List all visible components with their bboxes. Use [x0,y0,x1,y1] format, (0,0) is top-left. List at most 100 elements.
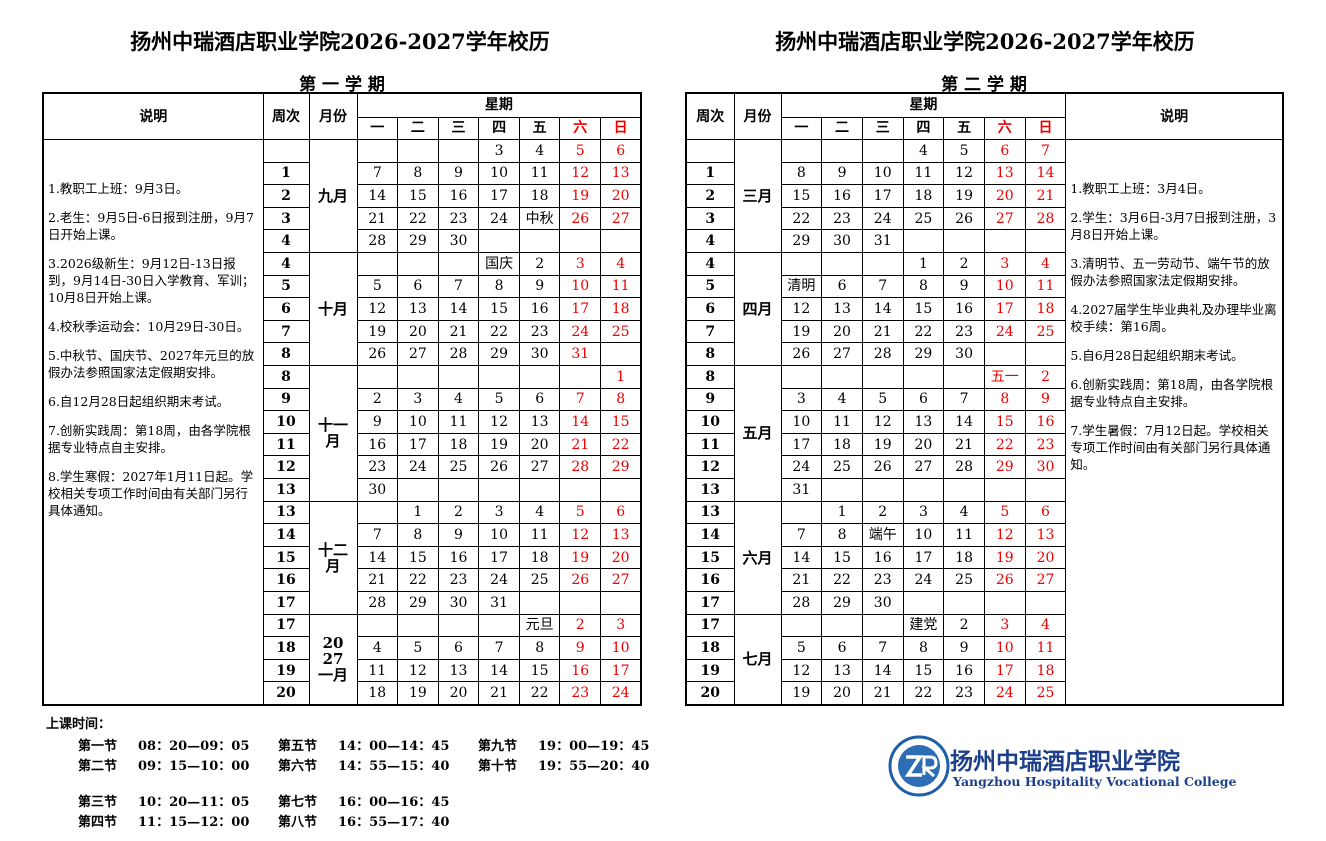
day-cell: 6 [437,636,480,660]
day-cell: 8 [600,387,642,412]
note: 6.创新实践周：第18周，由各学院根据专业特点自主安排。 [1070,377,1274,410]
month-cell: 七月 [733,613,782,706]
day-cell [518,590,561,615]
month-cell: 三月 [733,139,782,254]
logo-emblem [888,735,950,797]
day-cell: 26 [559,206,602,231]
day-cell: 4 [1024,613,1067,638]
day-cell: 18 [1024,297,1067,321]
week-number: 1 [685,161,735,186]
period-time: 14：55—15：40 [338,759,450,774]
day-cell [559,478,602,502]
day-cell: 25 [1024,681,1067,706]
week-number: 7 [262,319,310,344]
day-cell: 1 [600,365,642,389]
day-cell: 6 [902,387,945,412]
day-cell [600,229,642,254]
day-cell: 14 [861,658,904,683]
day-cell: 19 [356,319,399,344]
week-row: 15 14 15 16 17 18 19 20 [685,545,1283,570]
day-cell: 21 [356,568,399,592]
day-cell: 10 [983,636,1026,660]
day-cell: 11 [518,161,561,186]
day-cell: 21 [1024,184,1067,208]
day-cell: 国庆 [478,252,520,276]
day-cell [397,478,439,502]
note: 1.教职工上班：3月4日。 [1070,181,1211,197]
day-cell [943,590,985,615]
week-number: 16 [685,568,735,592]
day-cell [821,139,863,163]
day-cell: 17 [600,658,642,683]
period-time: 16：55—17：40 [338,815,450,830]
day-cell: 15 [983,410,1026,434]
day-cell [983,342,1026,367]
day-cell [821,252,863,276]
period-time: 19：55—20：40 [538,759,650,774]
week-row: 13 30 [43,478,642,502]
month-label: 三月 [742,187,773,206]
day-cell [861,139,904,163]
day-cell: 6 [821,274,863,299]
day-cell: 12 [861,410,904,434]
day-cell [356,500,399,525]
day-cell: 24 [861,206,904,231]
day-cell: 10 [559,274,602,299]
day-cell [943,478,985,502]
day-cell: 20 [600,184,642,208]
week-row: 8 26 27 28 29 30 31 [43,342,642,367]
month-cell: 五月 [733,365,782,502]
week-number: 15 [685,545,735,570]
day-cell: 24 [478,206,520,231]
day-cell: 12 [943,161,985,186]
day-cell: 5 [780,636,823,660]
day-cell: 25 [902,206,945,231]
day-cell: 28 [1024,206,1067,231]
day-header: 三 [437,116,480,141]
day-cell: 14 [559,410,602,434]
week-number: 18 [262,636,310,660]
day-cell: 20 [397,319,439,344]
calendar-table: 周次 月份 星期 说明一二三四五六日三月 4 5 6 7 1.教职工上班：3月4日。 2.学生：3… [685,92,1284,706]
week-row: 12 23 24 25 26 27 28 29 [43,455,642,479]
day-cell: 7 [861,636,904,660]
day-cell: 22 [397,206,439,231]
period-time: 09：15—10：00 [138,759,250,774]
day-cell: 21 [478,681,520,706]
week-row: 6 12 13 14 15 16 17 18 [685,297,1283,321]
week-row: 14 7 8 9 10 11 12 13 [43,523,642,547]
day-cell: 26 [983,568,1026,592]
note: 6.自12月28日起组织期末考试。 [48,394,230,410]
day-cell: 30 [437,229,480,254]
day-cell: 8 [902,274,945,299]
week-number: 13 [262,478,310,502]
period-time: 16：00—16：45 [338,795,450,810]
day-cell: 23 [861,568,904,592]
day-cell: 端午 [861,523,904,547]
day-cell: 21 [356,206,399,231]
day-cell: 22 [902,681,945,706]
week-number: 15 [262,545,310,570]
day-cell [518,229,561,254]
day-cell: 元旦 [518,613,561,638]
day-cell: 4 [943,500,985,525]
day-cell: 5 [943,139,985,163]
week-row: 19 11 12 13 14 15 16 17 [43,658,642,683]
schedule-label: 上课时间： [46,717,112,732]
day-cell: 16 [943,297,985,321]
week-number: 13 [262,500,310,525]
note: 2.老生：9月5日-6日报到注册，9月7日开始上课。 [48,210,254,243]
day-cell: 9 [437,161,480,186]
week-number: 5 [262,274,310,299]
day-cell: 15 [478,297,520,321]
day-cell: 20 [821,319,863,344]
day-cell [559,365,602,389]
day-cell: 16 [861,545,904,570]
day-cell [861,252,904,276]
note: 5.自6月28日起组织期末考试。 [1070,348,1244,364]
note: 3.清明节、五一劳动节、端午节的放假办法参照国家法定假期安排。 [1070,256,1270,289]
day-cell: 17 [478,545,520,570]
day-cell: 6 [1024,500,1067,525]
week-number: 9 [685,387,735,412]
